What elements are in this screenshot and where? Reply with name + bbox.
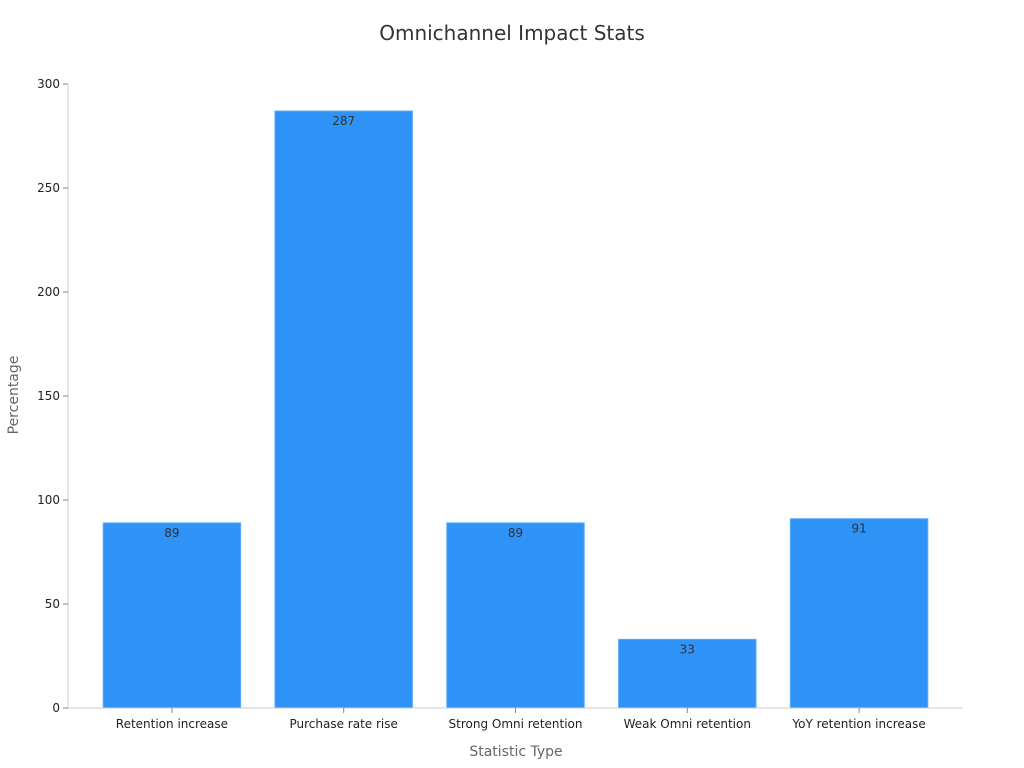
y-tick-label: 100 [37, 493, 60, 507]
bar-value-label: 89 [164, 526, 179, 540]
y-axis-title: Percentage [6, 356, 22, 435]
x-tick-label: Strong Omni retention [449, 717, 583, 731]
y-tick-label: 0 [52, 701, 60, 715]
y-tick-label: 150 [37, 389, 60, 403]
x-tick-label: YoY retention increase [791, 717, 925, 731]
bar [102, 522, 242, 709]
plot-area: 89 287 89 33 91 [102, 110, 929, 709]
chart-title: Omnichannel Impact Stats [379, 21, 645, 45]
bar-value-label: 91 [851, 522, 866, 536]
x-tick-label: Weak Omni retention [624, 717, 751, 731]
y-tick-label: 200 [37, 285, 60, 299]
bar-value-label: 33 [680, 642, 695, 656]
bar-value-label: 89 [508, 526, 523, 540]
y-tick-label: 300 [37, 77, 60, 91]
y-tick-label: 250 [37, 181, 60, 195]
bar [274, 110, 413, 709]
bar [789, 518, 929, 709]
bar [618, 638, 757, 709]
x-tick-label: Purchase rate rise [289, 717, 397, 731]
y-tick-label: 50 [45, 597, 60, 611]
x-tick-label: Retention increase [116, 717, 228, 731]
y-axis-ticks: 0 50 100 150 200 250 300 [37, 77, 68, 715]
x-axis-ticks: Retention increase Purchase rate rise Stro… [116, 708, 926, 731]
x-axis-title: Statistic Type [469, 744, 562, 760]
bar [446, 522, 585, 709]
bar-value-label: 287 [332, 114, 355, 128]
